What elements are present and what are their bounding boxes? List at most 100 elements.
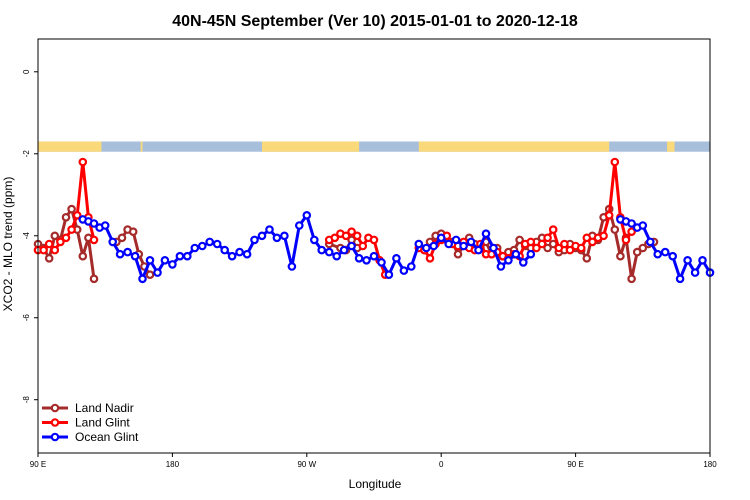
land-glint-point bbox=[565, 245, 575, 255]
land-glint-point bbox=[39, 245, 48, 255]
ocean-glint-point bbox=[347, 241, 356, 251]
ocean-glint-point bbox=[332, 251, 342, 261]
land-band-segment-3 bbox=[418, 141, 610, 152]
land-nadir-point bbox=[89, 274, 99, 284]
land-nadir-point bbox=[145, 270, 155, 280]
land-glint-point bbox=[425, 253, 435, 263]
ocean-glint-point bbox=[362, 255, 371, 265]
ocean-glint-point bbox=[414, 239, 424, 249]
land-ocean-band bbox=[38, 141, 710, 152]
axes: 0 -2 -4 -6 -8 90 E 180 90 W 0 90 E 180 bbox=[22, 69, 717, 469]
land-glint-point bbox=[330, 233, 340, 243]
land-glint-point bbox=[89, 235, 99, 245]
land-glint-point bbox=[526, 237, 536, 247]
x-tick-label: 90 E bbox=[30, 460, 46, 469]
ocean-glint-point bbox=[466, 237, 476, 247]
legend-item-land-glint: Land Glint bbox=[42, 416, 130, 430]
legend-swatch-marker bbox=[50, 432, 60, 442]
ocean-glint-point bbox=[504, 255, 513, 265]
ocean-glint-point bbox=[444, 239, 454, 249]
land-glint-point bbox=[610, 157, 620, 167]
land-glint-point bbox=[543, 233, 552, 243]
ocean-glint-point bbox=[459, 241, 468, 251]
land-glint-point bbox=[67, 225, 76, 234]
land-nadir-point bbox=[632, 247, 642, 257]
ocean-glint-point bbox=[272, 233, 282, 243]
ocean-glint-point bbox=[496, 262, 506, 271]
land-nadir-point bbox=[128, 227, 138, 237]
ocean-glint-point bbox=[227, 251, 237, 261]
land-glint-point bbox=[61, 233, 71, 243]
y-tick-label: -4 bbox=[22, 232, 31, 240]
land-nadir-point bbox=[50, 231, 60, 241]
ocean-glint-point bbox=[429, 241, 439, 251]
ocean-glint-point bbox=[190, 243, 200, 253]
land-glint-point bbox=[537, 239, 547, 249]
ocean-glint-point bbox=[242, 249, 252, 259]
land-nadir-point bbox=[61, 213, 71, 222]
land-nadir-point bbox=[117, 233, 127, 243]
ocean-band bbox=[38, 141, 710, 152]
land-nadir-point bbox=[638, 243, 648, 253]
x-tick-label: 0 bbox=[439, 460, 444, 469]
land-glint-point bbox=[532, 243, 541, 253]
x-axis-label: Longitude bbox=[349, 477, 402, 491]
land-glint-point bbox=[341, 231, 351, 241]
land-glint-point bbox=[369, 235, 379, 245]
land-nadir-point bbox=[610, 225, 620, 234]
ocean-glint-point bbox=[489, 243, 498, 253]
land-glint-point bbox=[352, 231, 362, 241]
land-nadir-point bbox=[543, 243, 552, 253]
ocean-glint-point bbox=[474, 245, 483, 255]
y-tick-label: -2 bbox=[22, 150, 31, 158]
ocean-glint-point bbox=[89, 219, 99, 228]
land-glint-point bbox=[78, 157, 88, 167]
ocean-glint-point bbox=[627, 219, 636, 228]
plot-frame bbox=[37, 38, 711, 454]
land-glint-point bbox=[576, 243, 586, 253]
legend-label: Land Glint bbox=[75, 416, 130, 430]
land-glint-point bbox=[72, 211, 82, 220]
ocean-glint-point bbox=[377, 258, 386, 267]
land-glint-point bbox=[50, 245, 60, 255]
ocean-glint-point bbox=[302, 211, 312, 220]
ocean-glint-point bbox=[511, 249, 521, 259]
ocean-glint-point bbox=[138, 274, 147, 284]
x-tick-label: 90 W bbox=[297, 460, 316, 469]
land-glint-point bbox=[627, 227, 636, 237]
land-glint-point bbox=[358, 241, 368, 251]
legend-item-land-nadir: Land Nadir bbox=[42, 401, 134, 415]
ocean-glint-point bbox=[100, 221, 110, 230]
land-nadir-point bbox=[582, 253, 592, 263]
ocean-glint-point bbox=[198, 241, 207, 251]
ocean-glint-point bbox=[638, 221, 648, 230]
series-layer bbox=[33, 157, 715, 284]
ocean-glint-point bbox=[108, 237, 118, 247]
land-nadir-point bbox=[78, 251, 88, 261]
ocean-glint-point bbox=[294, 221, 304, 230]
land-glint-point bbox=[621, 235, 631, 245]
ocean-glint-point bbox=[250, 235, 259, 245]
ocean-glint-point bbox=[205, 237, 215, 247]
land-glint-point bbox=[604, 211, 614, 220]
ocean-glint-point bbox=[235, 247, 244, 257]
y-axis-label: XCO2 - MLO trend (ppm) bbox=[1, 177, 15, 312]
land-nadir-point bbox=[616, 251, 625, 261]
ocean-glint-point bbox=[212, 239, 222, 249]
ocean-glint-point bbox=[653, 249, 663, 259]
land-glint-point bbox=[56, 237, 65, 247]
land-glint-point bbox=[554, 243, 564, 253]
ocean-glint-point bbox=[675, 274, 685, 284]
ocean-glint-point bbox=[130, 251, 140, 261]
y-tick-label: -8 bbox=[22, 396, 31, 404]
ocean-glint-point bbox=[153, 268, 162, 277]
ocean-glint-point bbox=[369, 251, 379, 261]
ocean-glint-point bbox=[406, 262, 416, 271]
ocean-glint-point bbox=[399, 266, 409, 275]
x-tick-label: 180 bbox=[703, 460, 717, 469]
legend-label: Land Nadir bbox=[75, 401, 134, 415]
land-band-segment-0 bbox=[38, 141, 102, 152]
ocean-glint-point bbox=[287, 262, 297, 271]
